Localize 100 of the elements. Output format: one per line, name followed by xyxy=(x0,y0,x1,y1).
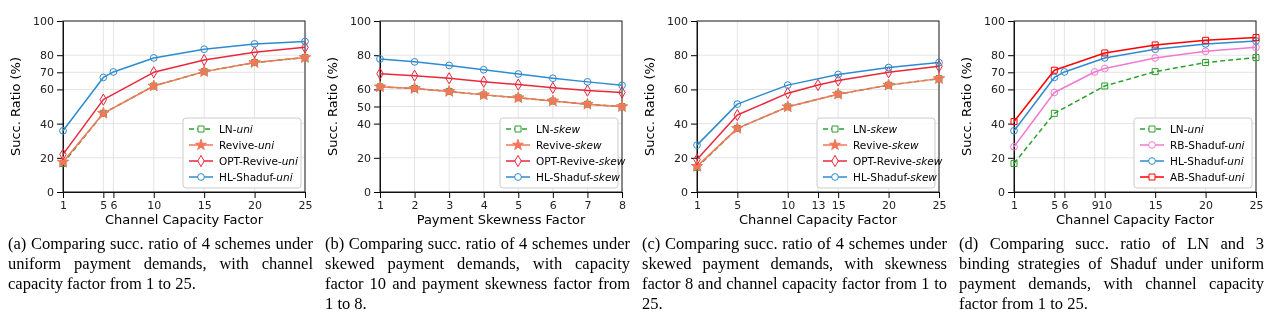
x-tick-label: 1 xyxy=(1011,198,1018,212)
legend-label: HL-Shaduf-uni xyxy=(219,171,293,183)
x-tick-label: 2 xyxy=(411,198,419,212)
point xyxy=(1060,68,1069,76)
point xyxy=(1010,118,1018,126)
y-tick-label: 0 xyxy=(998,186,1005,200)
point xyxy=(1010,159,1018,167)
text: (b) Comparing succ. ratio of 4 schemes under skewed payment demands, with capacity factor 10 and payment skewness factor from 1 to 8. xyxy=(324,234,631,314)
x-tick-label: 6 xyxy=(1061,198,1069,212)
text: (c) Comparing succ. ratio of 4 schemes under skewed payment demands, with skewness factor 8 and channel capacity factor from 1 to 25. xyxy=(641,234,948,314)
point xyxy=(834,70,843,79)
x-tick-label: 5 xyxy=(734,198,742,212)
point xyxy=(99,73,108,82)
point xyxy=(376,55,384,63)
x-tick-label: 1 xyxy=(694,198,701,212)
y-tick-label: 20 xyxy=(991,151,1005,165)
legend-label: OPT-Revive-skew xyxy=(853,155,943,167)
legend-label: HL-Shaduf-skew xyxy=(853,171,938,183)
y-tick-label: 40 xyxy=(357,117,371,131)
point xyxy=(1151,68,1159,76)
point xyxy=(149,54,158,62)
y-tick-label: 100 xyxy=(984,15,1005,29)
legend-label: LN-skew xyxy=(853,123,898,135)
legend-label: Revive-uni xyxy=(219,139,275,151)
x-axis-title: Payment Skewness Factor xyxy=(416,212,587,227)
y-tick-label: 60 xyxy=(40,83,54,97)
y-tick-label: 70 xyxy=(991,66,1005,80)
point xyxy=(1050,66,1058,74)
y-tick-label: 60 xyxy=(991,83,1005,97)
text: (a) Comparing succ. ratio of 4 schemes under uniform payment demands, with channel capacity factor from 1 to 25. xyxy=(7,234,314,294)
point xyxy=(583,78,592,86)
y-tick-label: 40 xyxy=(674,117,688,131)
y-tick-label: 80 xyxy=(674,49,688,63)
point xyxy=(1201,40,1210,48)
x-axis-title: Channel Capacity Factor xyxy=(738,212,898,227)
point xyxy=(1101,82,1109,90)
y-tick-label: 20 xyxy=(357,151,371,165)
x-tick-label: 6 xyxy=(110,198,118,212)
y-tick-label: 70 xyxy=(40,66,54,80)
y-tick-label: 80 xyxy=(357,49,371,63)
y-tick-label: 0 xyxy=(681,186,688,200)
point xyxy=(410,57,419,66)
point xyxy=(548,74,557,83)
y-tick-label: 40 xyxy=(40,117,54,131)
y-tick-label: 0 xyxy=(47,186,54,200)
legend-label: OPT-Revive-skew xyxy=(536,155,626,167)
x-tick-label: 20 xyxy=(1199,198,1214,212)
point xyxy=(1010,126,1018,135)
x-tick-label: 9 xyxy=(1091,198,1099,212)
y-axis-title: Succ. Ratio (%) xyxy=(325,56,340,157)
x-tick-label: 25 xyxy=(298,198,313,212)
x-tick-label: 3 xyxy=(446,198,454,212)
point xyxy=(1202,59,1210,67)
x-tick-label: 8 xyxy=(619,198,626,212)
point xyxy=(200,45,209,54)
point xyxy=(250,40,259,48)
legend-label: Revive-skew xyxy=(853,139,919,151)
point xyxy=(1252,43,1260,52)
y-tick-label: 100 xyxy=(667,15,688,29)
point xyxy=(109,68,118,76)
point xyxy=(514,70,523,78)
point xyxy=(884,63,893,72)
point xyxy=(1151,54,1160,62)
point xyxy=(56,155,70,168)
y-tick-label: 0 xyxy=(364,186,371,200)
x-tick-label: 10 xyxy=(147,198,162,212)
legend-label: AB-Shaduf-uni xyxy=(1170,171,1245,183)
x-tick-label: 6 xyxy=(549,198,557,212)
y-axis-title: Succ. Ratio (%) xyxy=(959,56,974,157)
x-tick-label: 7 xyxy=(584,198,592,212)
x-tick-label: 10 xyxy=(781,198,796,212)
x-tick-label: 1 xyxy=(60,198,67,212)
x-tick-label: 15 xyxy=(197,198,212,212)
point xyxy=(1252,54,1260,62)
point xyxy=(1201,47,1210,56)
y-tick-label: 20 xyxy=(40,151,54,165)
legend-label: HL-Shaduf-uni xyxy=(1170,155,1244,167)
x-tick-label: 25 xyxy=(1249,198,1264,212)
y-axis-title: Succ. Ratio (%) xyxy=(8,56,23,157)
point xyxy=(618,81,626,90)
point xyxy=(1010,142,1018,151)
x-axis-title: Channel Capacity Factor xyxy=(104,212,264,227)
legend-label: LN-uni xyxy=(1170,123,1204,135)
x-tick-label: 5 xyxy=(100,198,108,212)
point xyxy=(733,100,742,108)
point xyxy=(693,141,701,150)
y-tick-label: 50 xyxy=(357,100,371,114)
point xyxy=(1050,73,1059,82)
x-axis-title: Channel Capacity Factor xyxy=(1055,212,1215,227)
y-tick-label: 40 xyxy=(991,117,1005,131)
y-tick-label: 100 xyxy=(350,15,371,29)
point xyxy=(1151,45,1160,54)
point xyxy=(1202,36,1210,44)
y-tick-label: 60 xyxy=(357,83,371,97)
point xyxy=(301,37,309,46)
x-tick-label: 20 xyxy=(882,198,897,212)
point xyxy=(445,61,454,70)
y-tick-label: 20 xyxy=(674,151,688,165)
legend-label: OPT-Revive-uni xyxy=(219,155,299,167)
x-tick-label: 4 xyxy=(480,198,488,212)
